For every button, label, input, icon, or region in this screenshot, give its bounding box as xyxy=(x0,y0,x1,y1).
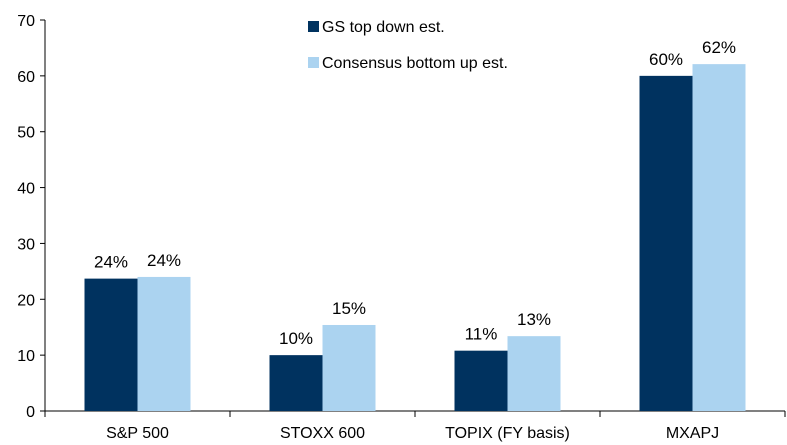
data-labels: 24% 24% 10% 15% 11% 13% 60% 62% xyxy=(94,38,736,348)
bar xyxy=(322,324,376,411)
legend-label: Consensus bottom up est. xyxy=(322,55,508,72)
bar xyxy=(507,336,561,411)
y-tick-label: 0 xyxy=(26,404,35,421)
data-label: 62% xyxy=(702,38,736,57)
x-axis: S&P 500 STOXX 600 TOPIX (FY basis) MXAPJ xyxy=(44,410,786,442)
y-tick-label: 20 xyxy=(17,292,35,309)
data-label: 13% xyxy=(517,310,551,329)
data-label: 15% xyxy=(332,299,366,318)
bars xyxy=(84,64,746,412)
bar xyxy=(692,64,746,412)
legend-swatch xyxy=(308,21,319,32)
data-label: 24% xyxy=(94,253,128,272)
x-category-label: STOXX 600 xyxy=(280,425,365,442)
data-label: 60% xyxy=(649,50,683,69)
y-tick-label: 40 xyxy=(17,181,35,198)
x-category-label: MXAPJ xyxy=(666,425,719,442)
y-tick-label: 10 xyxy=(17,348,35,365)
x-category-label: S&P 500 xyxy=(106,425,169,442)
data-label: 11% xyxy=(465,325,498,344)
bar xyxy=(269,355,323,411)
data-label: 10% xyxy=(279,329,313,348)
bar xyxy=(639,75,693,411)
bar xyxy=(84,278,138,411)
y-axis: 0 10 20 30 40 50 60 70 xyxy=(17,13,46,421)
y-tick-label: 60 xyxy=(17,69,35,86)
y-tick-label: 30 xyxy=(17,236,35,253)
data-label: 24% xyxy=(147,251,181,270)
legend-swatch xyxy=(308,57,319,68)
x-category-label: TOPIX (FY basis) xyxy=(445,425,570,442)
legend-label: GS top down est. xyxy=(322,19,445,36)
legend: GS top down est. Consensus bottom up est. xyxy=(308,19,508,72)
bar xyxy=(454,350,508,411)
y-tick-label: 50 xyxy=(17,125,35,142)
bar xyxy=(137,276,191,411)
y-tick-label: 70 xyxy=(17,13,35,30)
